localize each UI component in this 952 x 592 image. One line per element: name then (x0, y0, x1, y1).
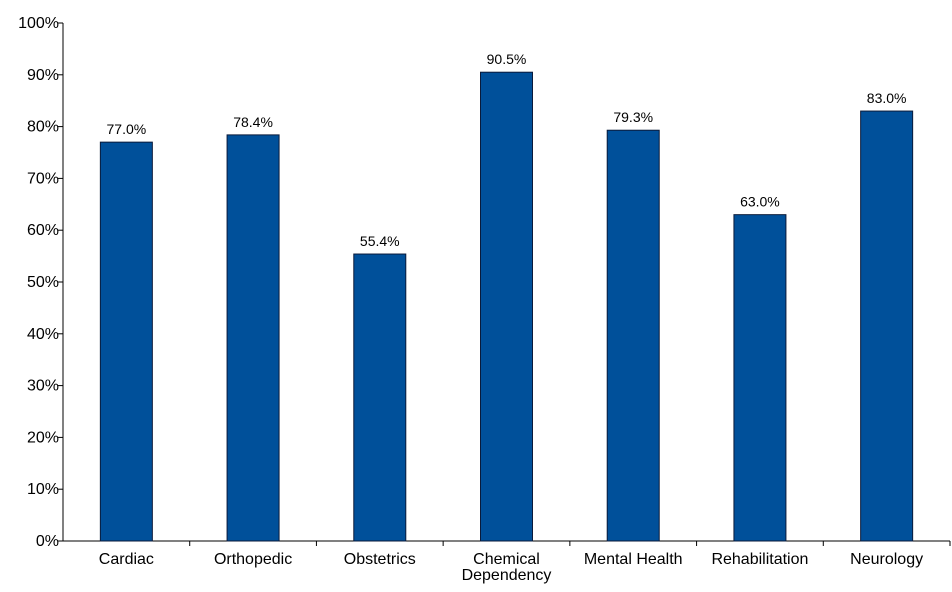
bar (860, 110, 914, 542)
y-tick-label: 90% (27, 67, 59, 84)
data-label: 55.4% (360, 233, 400, 249)
y-tick-label: 80% (27, 119, 59, 136)
bar (226, 134, 280, 542)
bar (99, 141, 153, 542)
x-tick-label: Orthopedic (214, 551, 292, 568)
y-tick-label: 10% (27, 481, 59, 498)
y-tick-label: 50% (27, 274, 59, 291)
y-tick-label: 0% (36, 533, 59, 550)
data-label: 78.4% (233, 114, 273, 130)
y-tick-label: 70% (27, 170, 59, 187)
y-tick-label: 30% (27, 378, 59, 395)
x-tick-label-line: Dependency (462, 567, 552, 584)
data-label: 77.0% (107, 121, 147, 137)
x-tick-label: Obstetrics (344, 551, 416, 568)
bar (606, 129, 660, 542)
x-tick-label-line: Mental Health (584, 551, 683, 568)
bar (480, 71, 533, 542)
x-tick-label-line: Neurology (850, 551, 923, 568)
axes: 0% 10% 20% 30% 40% 50% 60% 70% 80% 90% 100% Cardiac… (18, 15, 951, 584)
data-labels: 77.0% 78.4% 55.4% 90.5% 79.3% 63.0% 83.0% (107, 51, 907, 249)
y-tick-label: 100% (18, 15, 59, 32)
bar (733, 214, 787, 542)
y-tick-label: 20% (27, 429, 59, 446)
bar (353, 253, 407, 542)
x-tick-label: Mental Health (584, 551, 683, 568)
x-tick-label-line: Rehabilitation (711, 551, 808, 568)
x-tick-label: Neurology (850, 551, 923, 568)
bars (99, 71, 914, 542)
data-label: 79.3% (613, 109, 653, 125)
data-label: 83.0% (867, 90, 907, 106)
y-tick-label: 60% (27, 222, 59, 239)
x-tick-label: Cardiac (99, 551, 154, 568)
x-tick-label: Rehabilitation (711, 551, 808, 568)
x-tick-label-line: Obstetrics (344, 551, 416, 568)
data-label: 90.5% (487, 51, 527, 67)
x-tick-label-line: Orthopedic (214, 551, 292, 568)
x-tick-label-line: Chemical (473, 551, 540, 568)
data-label: 63.0% (740, 194, 780, 210)
y-tick-label: 40% (27, 326, 59, 343)
x-tick-label-line: Cardiac (99, 551, 154, 568)
x-tick-label: Chemical Dependency (462, 551, 552, 584)
